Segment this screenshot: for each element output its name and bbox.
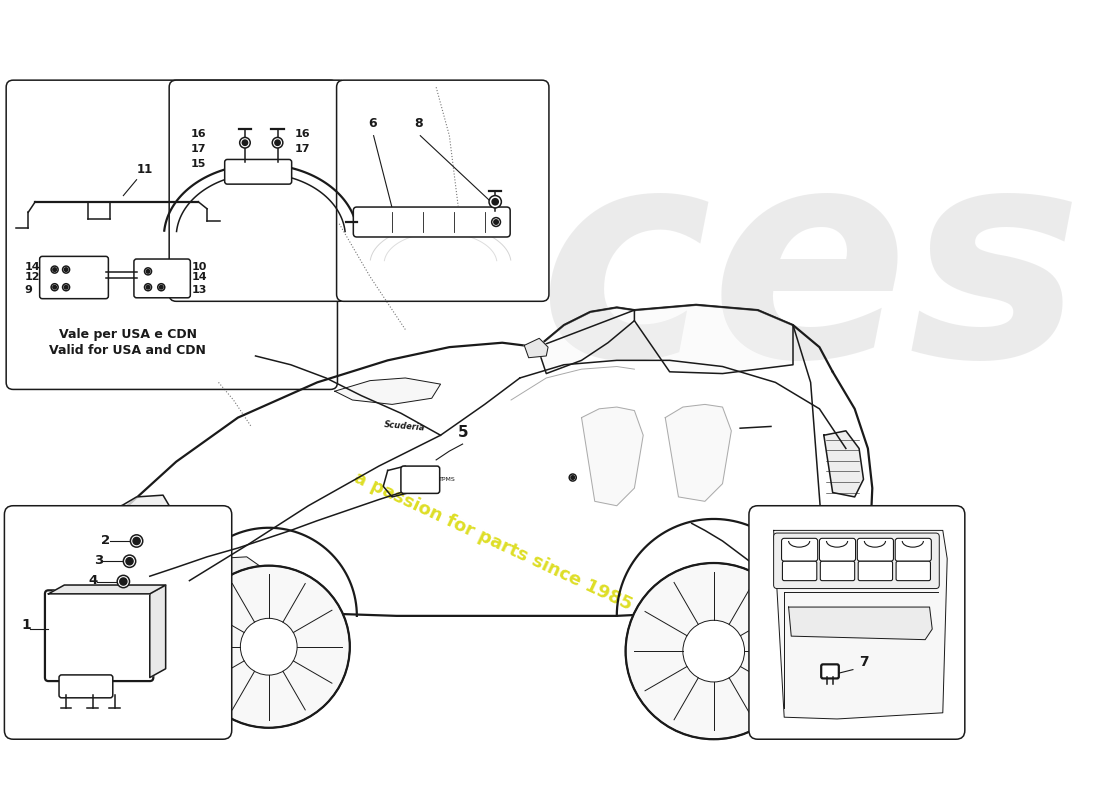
Text: 15: 15 — [190, 158, 206, 169]
Circle shape — [240, 138, 250, 148]
FancyBboxPatch shape — [7, 80, 338, 390]
FancyBboxPatch shape — [337, 80, 549, 302]
Circle shape — [494, 220, 498, 224]
Circle shape — [492, 218, 500, 226]
Polygon shape — [824, 431, 864, 497]
Circle shape — [157, 284, 165, 290]
FancyBboxPatch shape — [4, 506, 232, 739]
Text: Vale per USA e CDN: Vale per USA e CDN — [58, 328, 197, 342]
Circle shape — [123, 555, 135, 567]
Text: Valid for USA and CDN: Valid for USA and CDN — [50, 344, 206, 357]
FancyBboxPatch shape — [224, 159, 292, 184]
Polygon shape — [666, 405, 732, 502]
Polygon shape — [848, 519, 870, 558]
Circle shape — [126, 558, 133, 565]
FancyBboxPatch shape — [821, 562, 855, 581]
FancyBboxPatch shape — [858, 562, 892, 581]
Circle shape — [144, 268, 152, 275]
Circle shape — [51, 284, 58, 290]
Circle shape — [131, 535, 143, 547]
Circle shape — [51, 266, 58, 273]
Circle shape — [569, 474, 576, 481]
Circle shape — [146, 270, 150, 273]
Text: 14: 14 — [192, 272, 208, 282]
Text: 17: 17 — [190, 143, 206, 154]
Circle shape — [144, 284, 152, 290]
FancyBboxPatch shape — [169, 80, 346, 302]
Circle shape — [490, 195, 502, 208]
Polygon shape — [122, 495, 172, 525]
Text: 16: 16 — [295, 130, 311, 139]
Polygon shape — [789, 607, 932, 640]
Text: 1: 1 — [21, 618, 31, 632]
Polygon shape — [635, 305, 793, 374]
Text: 10: 10 — [192, 262, 208, 271]
Circle shape — [626, 563, 802, 739]
FancyBboxPatch shape — [773, 533, 939, 589]
Text: ces: ces — [539, 135, 1082, 418]
Circle shape — [242, 140, 248, 146]
Text: 11: 11 — [136, 162, 153, 176]
Polygon shape — [48, 585, 166, 594]
Circle shape — [64, 286, 68, 289]
Circle shape — [160, 286, 163, 289]
FancyBboxPatch shape — [400, 466, 440, 494]
Text: 4: 4 — [88, 574, 98, 587]
Text: a passion for parts since 1985: a passion for parts since 1985 — [351, 468, 636, 614]
Text: 3: 3 — [95, 554, 103, 567]
Circle shape — [120, 578, 127, 585]
Text: 2: 2 — [101, 534, 110, 546]
FancyBboxPatch shape — [134, 259, 190, 298]
FancyBboxPatch shape — [749, 506, 965, 739]
Polygon shape — [131, 557, 202, 601]
Circle shape — [492, 198, 498, 205]
Polygon shape — [582, 407, 643, 506]
FancyBboxPatch shape — [40, 256, 109, 298]
Circle shape — [64, 268, 68, 271]
FancyBboxPatch shape — [353, 207, 510, 237]
FancyBboxPatch shape — [896, 562, 931, 581]
Polygon shape — [334, 378, 441, 405]
Text: Scuderia: Scuderia — [383, 420, 426, 433]
FancyBboxPatch shape — [822, 664, 839, 678]
Polygon shape — [773, 530, 947, 719]
FancyBboxPatch shape — [781, 538, 817, 562]
Text: 8: 8 — [414, 117, 422, 130]
Polygon shape — [189, 557, 264, 602]
Circle shape — [273, 138, 283, 148]
Circle shape — [188, 566, 350, 728]
Polygon shape — [538, 307, 635, 374]
Text: 14: 14 — [24, 262, 41, 271]
Circle shape — [146, 286, 150, 289]
Circle shape — [53, 268, 56, 271]
Text: 17: 17 — [295, 143, 310, 154]
FancyBboxPatch shape — [820, 538, 856, 562]
Text: 5: 5 — [459, 425, 469, 440]
Text: 12: 12 — [24, 272, 41, 282]
Circle shape — [53, 286, 56, 289]
Circle shape — [241, 618, 297, 675]
FancyBboxPatch shape — [45, 590, 153, 681]
Polygon shape — [150, 585, 166, 678]
Text: 7: 7 — [859, 655, 869, 669]
FancyBboxPatch shape — [857, 538, 893, 562]
Polygon shape — [525, 338, 548, 358]
Text: 16: 16 — [190, 130, 206, 139]
Circle shape — [683, 620, 745, 682]
FancyBboxPatch shape — [59, 675, 113, 698]
Circle shape — [133, 538, 140, 545]
Circle shape — [63, 284, 69, 290]
FancyBboxPatch shape — [782, 562, 817, 581]
Circle shape — [63, 266, 69, 273]
Circle shape — [571, 476, 574, 479]
Text: TPMS: TPMS — [439, 477, 455, 482]
Text: 9: 9 — [24, 285, 33, 294]
Text: 6: 6 — [368, 117, 377, 130]
Circle shape — [118, 575, 130, 588]
Circle shape — [275, 140, 280, 146]
Text: 13: 13 — [192, 285, 208, 294]
FancyBboxPatch shape — [895, 538, 932, 562]
